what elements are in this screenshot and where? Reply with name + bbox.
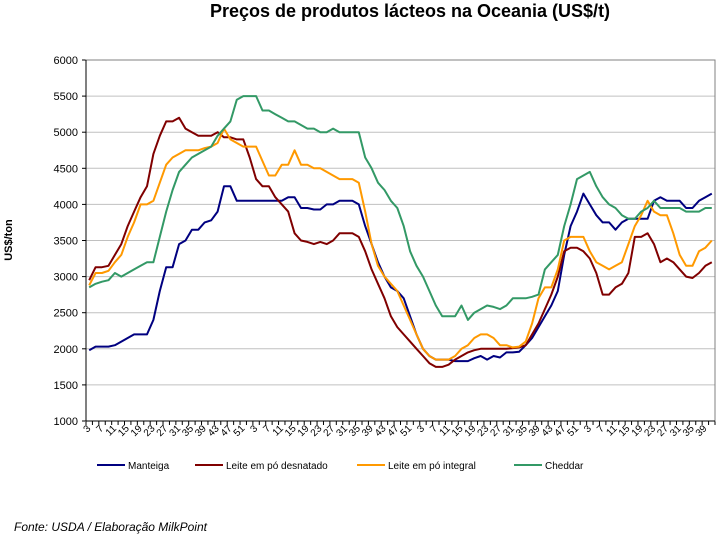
series-3 (88, 127, 713, 361)
series-line (88, 185, 713, 363)
series-line (88, 116, 713, 368)
series-4 (88, 95, 712, 321)
y-tick-label: 1500 (54, 380, 78, 392)
legend-item: Cheddar (514, 461, 584, 472)
y-tick-label: 3500 (54, 236, 78, 248)
series-line (88, 127, 713, 361)
y-tick-label: 2000 (54, 344, 78, 356)
x-tick-label: 51 (232, 423, 248, 439)
series-lines (88, 95, 713, 368)
legend-item: Manteiga (97, 461, 170, 472)
x-tick-label: 51 (399, 423, 415, 439)
y-tick-label: 5000 (54, 127, 78, 139)
y-tick-label: 3000 (54, 272, 78, 284)
y-tick-label: 4000 (54, 199, 78, 211)
y-axis-label: US$/ton (3, 219, 15, 261)
y-tick-label: 4500 (54, 163, 78, 175)
series-line (88, 95, 712, 321)
x-tick-label: 3 (248, 423, 260, 435)
legend: Manteiga Leite em pó desnatado Leite em pó… (97, 461, 584, 472)
y-tick-label: 5500 (54, 91, 78, 103)
y-tick-label: 6000 (54, 55, 78, 67)
x-tick-label: 3 (82, 423, 94, 435)
legend-label: Manteiga (128, 461, 170, 472)
y-tick-label: 1000 (54, 416, 78, 428)
legend-label: Cheddar (545, 461, 584, 472)
legend-item: Leite em pó desnatado (195, 461, 328, 472)
source-note: Fonte: USDA / Elaboração MilkPoint (14, 520, 208, 534)
legend-label: Leite em pó integral (388, 461, 476, 472)
y-tick-label: 2500 (54, 308, 78, 320)
x-tick-label: 39 (694, 423, 710, 439)
y-axis-ticks: 1000 1500 2000 2500 3000 3500 4000 4500 5000 5500… (54, 55, 86, 428)
x-tick-label: 3 (582, 423, 594, 435)
chart-title: Preços de produtos lácteos na Oceania (U… (210, 1, 610, 21)
x-tick-label: 3 (415, 423, 427, 435)
series-2 (88, 116, 713, 368)
legend-label: Leite em pó desnatado (226, 461, 328, 472)
x-tick-label: 51 (565, 423, 581, 439)
legend-item: Leite em pó integral (357, 461, 476, 472)
